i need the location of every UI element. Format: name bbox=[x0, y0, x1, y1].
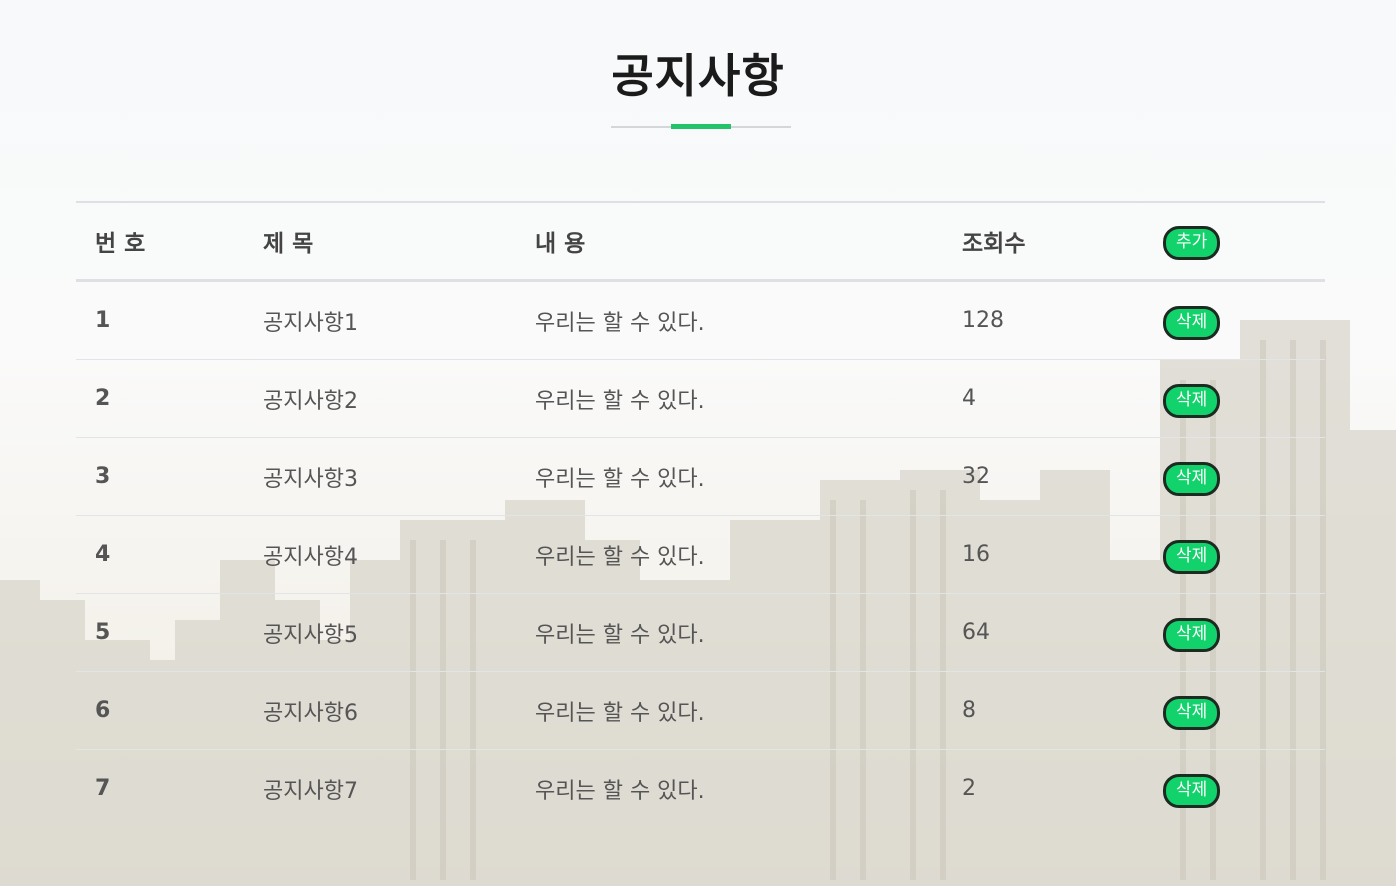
row-views: 8 bbox=[962, 698, 976, 723]
row-action: 삭제 bbox=[1163, 750, 1221, 827]
row-action: 삭제 bbox=[1163, 594, 1221, 671]
notice-table: 번 호 제 목 내 용 조회수 추가 1 공지사항1 우리는 할 수 있다. 1… bbox=[76, 201, 1325, 827]
header-action: 추가 bbox=[1163, 203, 1221, 279]
row-content: 우리는 할 수 있다. bbox=[535, 466, 705, 492]
header-num: 번 호 bbox=[95, 231, 146, 257]
table-header: 번 호 제 목 내 용 조회수 추가 bbox=[76, 201, 1325, 282]
table-row: 6 공지사항6 우리는 할 수 있다. 8 삭제 bbox=[76, 672, 1325, 750]
row-title: 공지사항5 bbox=[263, 622, 358, 648]
row-views: 16 bbox=[962, 542, 990, 567]
row-num: 2 bbox=[95, 386, 111, 411]
row-num: 1 bbox=[95, 308, 111, 333]
row-title: 공지사항4 bbox=[263, 544, 358, 570]
row-views: 128 bbox=[962, 308, 1004, 333]
row-title: 공지사항6 bbox=[263, 700, 358, 726]
header-content: 내 용 bbox=[535, 231, 586, 257]
row-content: 우리는 할 수 있다. bbox=[535, 700, 705, 726]
delete-button[interactable]: 삭제 bbox=[1163, 461, 1221, 496]
row-num: 4 bbox=[95, 542, 111, 567]
table-row: 4 공지사항4 우리는 할 수 있다. 16 삭제 bbox=[76, 516, 1325, 594]
row-title: 공지사항7 bbox=[263, 778, 358, 804]
row-action: 삭제 bbox=[1163, 438, 1221, 515]
row-title: 공지사항3 bbox=[263, 466, 358, 492]
header-title: 제 목 bbox=[263, 231, 314, 257]
delete-button[interactable]: 삭제 bbox=[1163, 383, 1221, 418]
row-views: 64 bbox=[962, 620, 990, 645]
row-num: 5 bbox=[95, 620, 111, 645]
table-row: 7 공지사항7 우리는 할 수 있다. 2 삭제 bbox=[76, 750, 1325, 827]
row-views: 32 bbox=[962, 464, 990, 489]
row-content: 우리는 할 수 있다. bbox=[535, 778, 705, 804]
delete-button[interactable]: 삭제 bbox=[1163, 773, 1221, 808]
row-title: 공지사항1 bbox=[263, 310, 358, 336]
add-button[interactable]: 추가 bbox=[1163, 226, 1221, 260]
row-num: 7 bbox=[95, 776, 111, 801]
delete-button[interactable]: 삭제 bbox=[1163, 305, 1221, 340]
row-action: 삭제 bbox=[1163, 360, 1221, 437]
delete-button[interactable]: 삭제 bbox=[1163, 695, 1221, 730]
row-content: 우리는 할 수 있다. bbox=[535, 544, 705, 570]
row-title: 공지사항2 bbox=[263, 388, 358, 414]
row-content: 우리는 할 수 있다. bbox=[535, 310, 705, 336]
title-divider-accent bbox=[671, 124, 731, 129]
row-content: 우리는 할 수 있다. bbox=[535, 388, 705, 414]
row-views: 4 bbox=[962, 386, 976, 411]
row-content: 우리는 할 수 있다. bbox=[535, 622, 705, 648]
delete-button[interactable]: 삭제 bbox=[1163, 539, 1221, 574]
page-title: 공지사항 bbox=[611, 49, 785, 103]
delete-button[interactable]: 삭제 bbox=[1163, 617, 1221, 652]
row-num: 6 bbox=[95, 698, 111, 723]
table-row: 2 공지사항2 우리는 할 수 있다. 4 삭제 bbox=[76, 360, 1325, 438]
row-action: 삭제 bbox=[1163, 672, 1221, 749]
row-action: 삭제 bbox=[1163, 282, 1221, 359]
header-views: 조회수 bbox=[962, 231, 1026, 257]
table-row: 1 공지사항1 우리는 할 수 있다. 128 삭제 bbox=[76, 282, 1325, 360]
table-row: 3 공지사항3 우리는 할 수 있다. 32 삭제 bbox=[76, 438, 1325, 516]
table-row: 5 공지사항5 우리는 할 수 있다. 64 삭제 bbox=[76, 594, 1325, 672]
row-num: 3 bbox=[95, 464, 111, 489]
row-views: 2 bbox=[962, 776, 976, 801]
row-action: 삭제 bbox=[1163, 516, 1221, 593]
